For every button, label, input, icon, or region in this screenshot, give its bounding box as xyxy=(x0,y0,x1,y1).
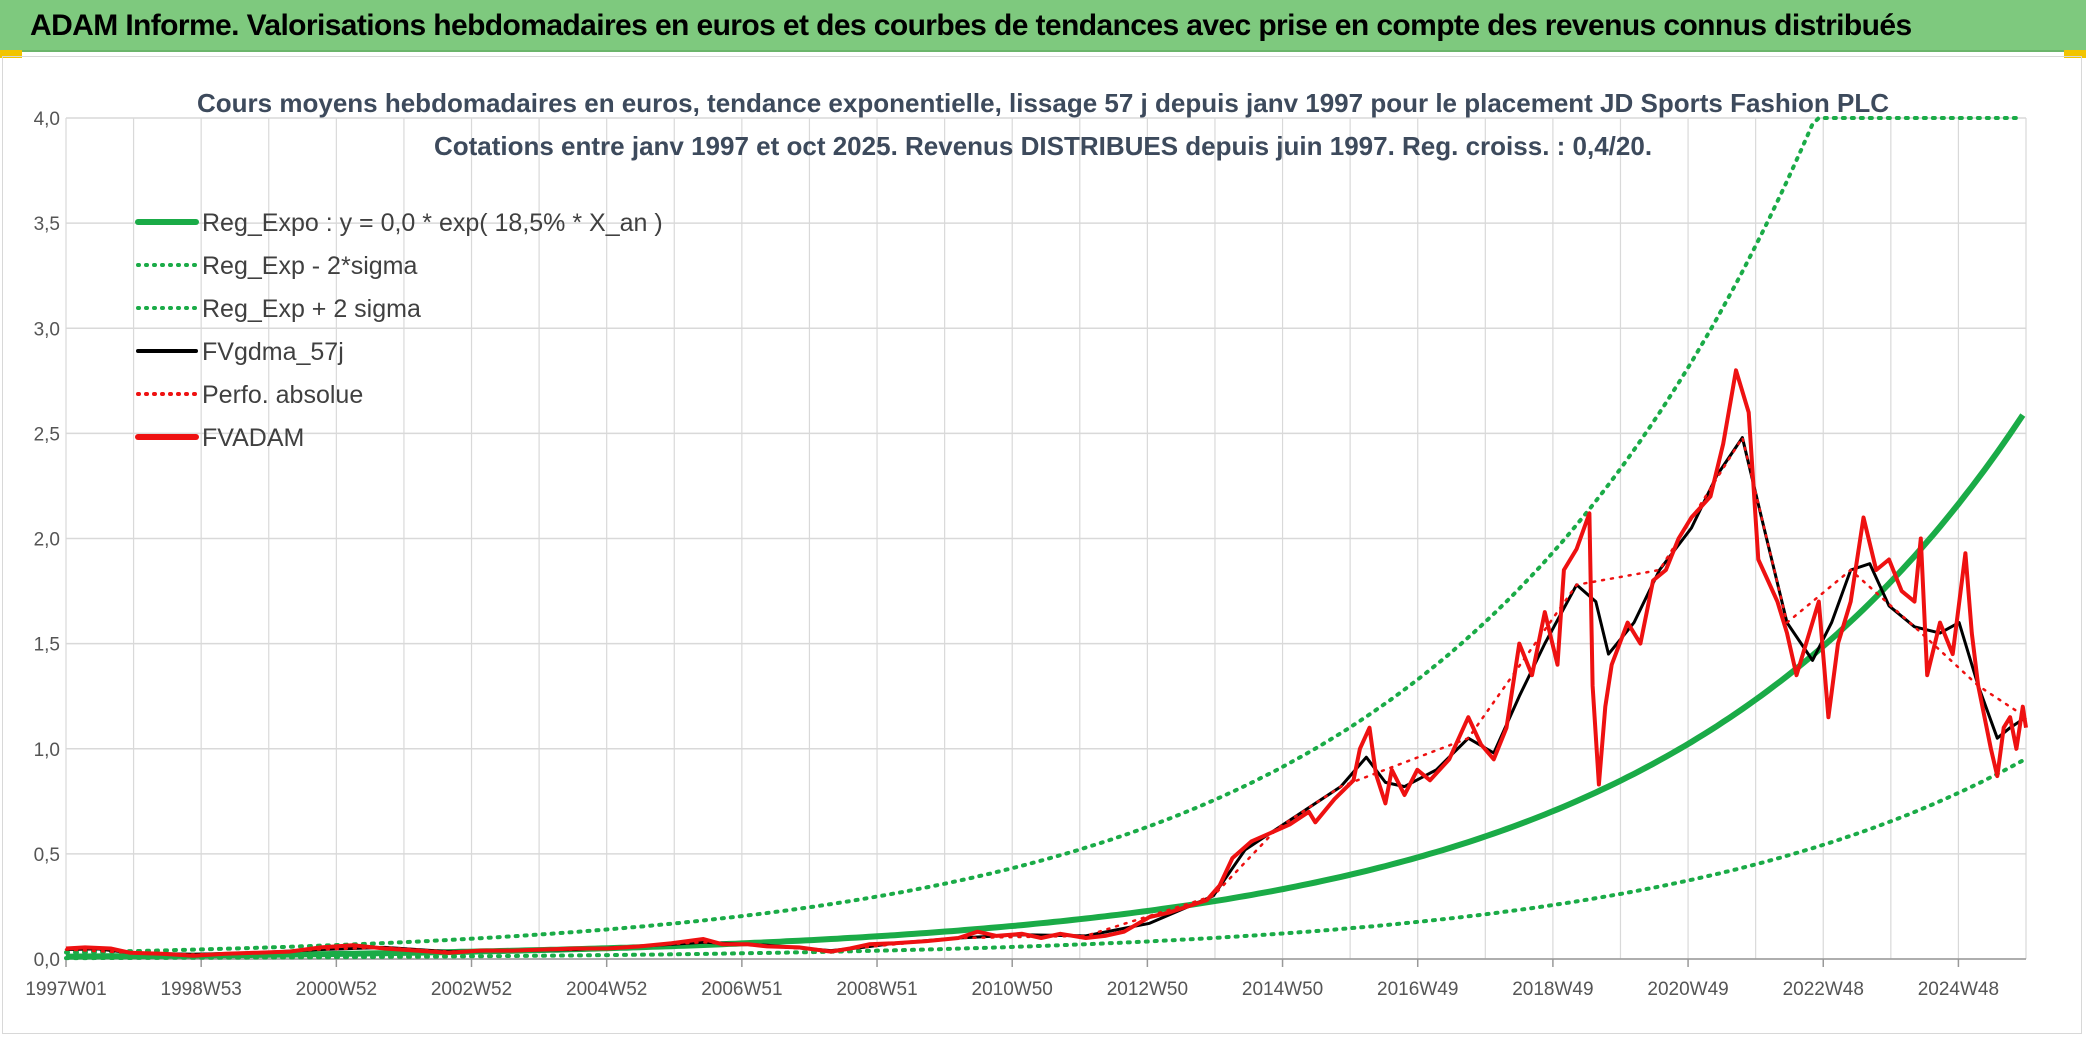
chart-subtitle: Cotations entre janv 1997 et oct 2025. R… xyxy=(434,131,1652,161)
series-line-1 xyxy=(64,758,2025,961)
x-tick-label: 2014W50 xyxy=(1242,979,1323,1000)
chart-grid xyxy=(65,117,2027,960)
x-axis-ticks: 1997W01 1998W53 2000W52 2002W52 2004W52 2006W… xyxy=(25,959,1999,1000)
x-tick-label: 2000W52 xyxy=(296,979,377,1000)
y-tick-label: 0,0 xyxy=(34,950,60,971)
chart-series xyxy=(64,116,2028,961)
x-tick-label: 2018W49 xyxy=(1512,979,1593,1000)
series-line-0 xyxy=(66,413,2026,960)
x-tick-label: 2002W52 xyxy=(431,979,512,1000)
x-tick-label: 2022W48 xyxy=(1783,979,1864,1000)
x-tick-label: 2004W52 xyxy=(566,979,647,1000)
y-tick-label: 2,5 xyxy=(34,424,60,445)
chart-title: Cours moyens hebdomadaires en euros, ten… xyxy=(197,88,1889,118)
y-tick-label: 3,5 xyxy=(34,214,60,235)
x-tick-label: 1998W53 xyxy=(161,979,242,1000)
x-tick-label: 2016W49 xyxy=(1377,979,1458,1000)
y-tick-label: 0,5 xyxy=(34,845,60,866)
series-line-5 xyxy=(65,368,2028,958)
x-tick-label: 2020W49 xyxy=(1647,979,1728,1000)
y-tick-label: 1,0 xyxy=(34,740,60,761)
legend-label-5: FVADAM xyxy=(202,424,304,452)
report-title: ADAM Informe. Valorisations hebdomadaire… xyxy=(30,9,1912,42)
x-tick-label: 2010W50 xyxy=(972,979,1053,1000)
y-axis-ticks: 0,0 0,5 1,0 1,5 2,0 2,5 3,0 3,5 4,0 xyxy=(34,109,60,971)
x-tick-label: 1997W01 xyxy=(25,979,106,1000)
chart-frame xyxy=(2,56,2082,1034)
legend-label-1: Reg_Exp - 2*sigma xyxy=(202,252,417,280)
legend-label-4: Perfo. absolue xyxy=(202,381,363,409)
y-tick-label: 1,5 xyxy=(34,635,60,656)
series-line-2 xyxy=(64,116,2025,955)
legend-label-0: Reg_Expo : y = 0,0 * exp( 18,5% * X_an ) xyxy=(202,209,663,237)
corner-marker-right xyxy=(2064,50,2086,58)
legend-label-3: FVgdma_57j xyxy=(202,338,344,366)
x-tick-label: 2012W50 xyxy=(1107,979,1188,1000)
x-tick-label: 2024W48 xyxy=(1918,979,1999,1000)
chart-legend: Reg_Expo : y = 0,0 * exp( 18,5% * X_an )… xyxy=(135,209,663,452)
corner-marker-left xyxy=(0,50,22,58)
x-tick-label: 2006W51 xyxy=(701,979,782,1000)
series-line-3 xyxy=(65,436,2027,956)
x-tick-label: 2008W51 xyxy=(836,979,917,1000)
y-tick-label: 4,0 xyxy=(34,109,60,130)
report-banner: ADAM Informe. Valorisations hebdomadaire… xyxy=(0,0,2086,52)
series-line-4 xyxy=(64,436,2028,956)
y-tick-label: 3,0 xyxy=(34,319,60,340)
legend-label-2: Reg_Exp + 2 sigma xyxy=(202,295,421,323)
y-tick-label: 2,0 xyxy=(34,530,60,551)
